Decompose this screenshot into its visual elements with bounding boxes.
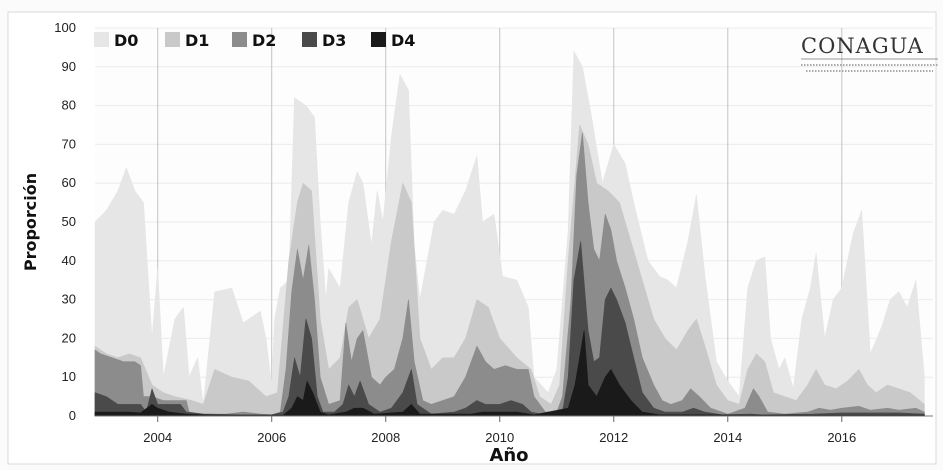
x-tick-label: 2012 — [599, 430, 628, 445]
legend-swatch-d0 — [94, 32, 109, 47]
x-tick-label: 2006 — [257, 430, 286, 445]
x-tick-label: 2016 — [827, 430, 856, 445]
y-tick-label: 90 — [62, 59, 76, 74]
y-tick-label: 70 — [62, 136, 76, 151]
y-tick-label: 80 — [62, 98, 76, 113]
legend: D0 D1 D2 D3 D4 — [94, 31, 415, 50]
legend-label-d4: D4 — [391, 31, 415, 50]
legend-swatch-d4 — [371, 32, 386, 47]
y-tick-label: 50 — [62, 214, 76, 229]
legend-swatch-d1 — [165, 32, 180, 47]
series-areas — [94, 51, 925, 417]
area-series-d4 — [94, 330, 925, 417]
axes: 0 10 20 30 40 50 60 70 80 90 100 2004 2006 2008 2010 20… — [54, 20, 933, 445]
x-tick-label: 2014 — [713, 430, 742, 445]
area-series-d2 — [94, 132, 925, 417]
legend-label-d1: D1 — [185, 31, 209, 50]
y-tick-label: 100 — [54, 20, 76, 35]
legend-label-d2: D2 — [252, 31, 276, 50]
x-tick-label: 2008 — [371, 430, 400, 445]
legend-label-d3: D3 — [322, 31, 346, 50]
x-tick-label: 2004 — [143, 430, 172, 445]
area-series-d3 — [94, 241, 925, 417]
y-tick-label: 10 — [62, 369, 76, 384]
y-tick-label: 20 — [62, 330, 76, 345]
y-tick-label: 60 — [62, 175, 76, 190]
y-axis-title: Proporción — [21, 173, 40, 271]
y-tick-label: 30 — [62, 292, 76, 307]
logo-wordmark: CONAGUA — [801, 34, 924, 58]
y-tick-label: 40 — [62, 253, 76, 268]
legend-swatch-d2 — [232, 32, 247, 47]
legend-label-d0: D0 — [114, 31, 138, 50]
x-tick-label: 2010 — [485, 430, 514, 445]
y-tick-label: 0 — [69, 408, 76, 423]
conagua-logo: CONAGUA — [801, 34, 938, 72]
x-axis-title: Año — [489, 445, 528, 466]
legend-swatch-d3 — [302, 32, 317, 47]
